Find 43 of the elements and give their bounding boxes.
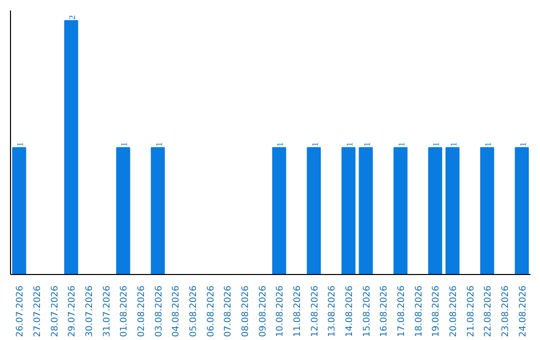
data-label: 1 xyxy=(448,142,458,147)
x-tick-label: 16.08.2026 xyxy=(380,285,390,338)
data-label: 1 xyxy=(119,142,130,147)
x-tick-label: 02.08.2026 xyxy=(137,285,147,338)
x-tick-label: 06.08.2026 xyxy=(206,285,216,338)
data-label: 1 xyxy=(15,142,26,147)
data-label: 2 xyxy=(67,15,78,20)
x-tick-label: 19.08.2026 xyxy=(432,285,442,338)
data-label: 1 xyxy=(518,142,528,147)
x-tick-label: 21.08.2026 xyxy=(466,285,476,338)
data-label: 1 xyxy=(362,142,372,147)
x-tick-label: 10.08.2026 xyxy=(276,285,286,338)
data-label: 1 xyxy=(275,142,286,147)
x-tick-label: 01.08.2026 xyxy=(120,285,130,338)
data-label: 1 xyxy=(344,142,354,147)
x-tick-label: 07.08.2026 xyxy=(224,285,234,338)
x-tick-label: 12.08.2026 xyxy=(310,285,320,338)
x-tick-label: 24.08.2026 xyxy=(518,285,528,338)
data-label: 1 xyxy=(310,142,320,147)
x-tick-label: 18.08.2026 xyxy=(414,285,424,338)
x-tick-label: 14.08.2026 xyxy=(345,285,355,338)
x-tick-label: 26.07.2026 xyxy=(16,285,26,338)
x-tick-label: 03.08.2026 xyxy=(154,285,164,338)
x-tick-label: 29.07.2026 xyxy=(68,285,78,338)
x-tick-label: 08.08.2026 xyxy=(241,285,251,338)
x-tick-label: 04.08.2026 xyxy=(172,285,182,338)
x-tick-label: 11.08.2026 xyxy=(293,285,303,338)
x-tick-label: 30.07.2026 xyxy=(85,285,95,338)
x-tick-label: 20.08.2026 xyxy=(449,285,459,338)
data-label: 1 xyxy=(431,142,442,147)
data-label: 1 xyxy=(483,142,494,147)
x-tick-label: 05.08.2026 xyxy=(189,285,199,338)
x-tick-label: 27.07.2026 xyxy=(33,285,43,338)
x-tick-label: 31.07.2026 xyxy=(102,285,112,338)
x-tick-label: 17.08.2026 xyxy=(397,285,407,338)
x-tick-label: 09.08.2026 xyxy=(258,285,268,338)
data-label: 1 xyxy=(396,142,406,147)
data-label: 1 xyxy=(154,142,164,147)
x-tick-label: 15.08.2026 xyxy=(362,285,372,338)
x-tick-label: 13.08.2026 xyxy=(328,285,338,338)
x-tick-label: 23.08.2026 xyxy=(501,285,511,338)
x-tick-label: 22.08.2026 xyxy=(484,285,494,338)
x-tick-label: 28.07.2026 xyxy=(50,285,60,338)
